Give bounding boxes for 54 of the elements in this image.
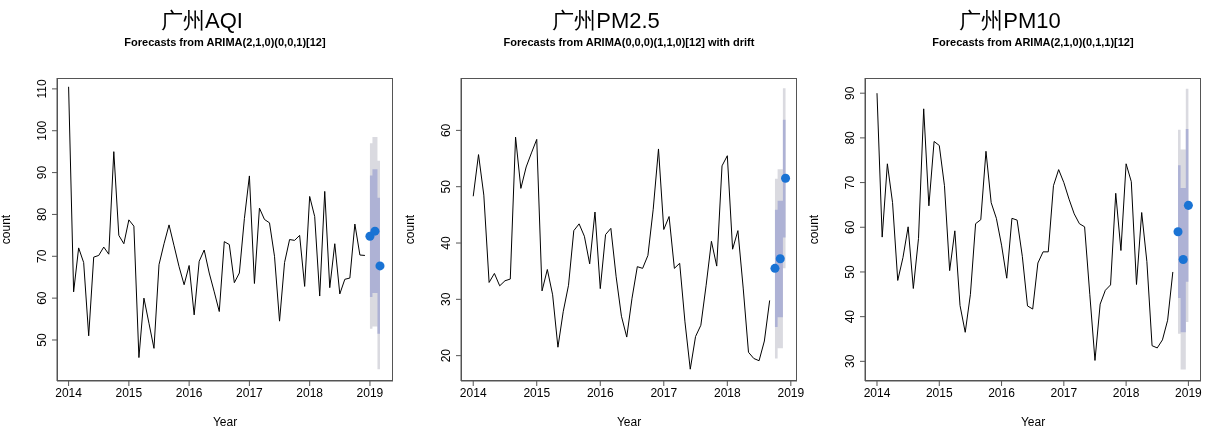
y-tick-label: 100 [35, 120, 49, 141]
y-tick-label: 80 [35, 207, 49, 222]
y-axis-title: count [0, 214, 14, 245]
x-tick-label: 2016 [988, 385, 1016, 400]
x-axis-title: Year [616, 415, 642, 428]
x-tick-label: 2014 [55, 385, 83, 400]
y-axis-title: count [403, 214, 418, 245]
line-series [472, 136, 771, 370]
y-tick-label: 20 [439, 348, 453, 363]
chart-subtitle: Forecasts from ARIMA(2,1,0)(0,0,1)[12] [123, 36, 327, 48]
chart-title: 广州AQI [160, 7, 244, 35]
x-tick-label: 2016 [175, 385, 203, 400]
line-series [68, 86, 366, 359]
y-tick-label: 70 [35, 249, 49, 263]
chart-title: 广州PM2.5 [551, 7, 661, 35]
y-tick-label: 50 [439, 179, 453, 194]
y-tick-label: 60 [439, 123, 453, 138]
x-tick-label: 2018 [713, 385, 741, 400]
x-axis-title: Year [212, 415, 238, 428]
y-tick-label: 30 [843, 354, 857, 369]
y-tick-label: 40 [439, 236, 453, 250]
point [370, 226, 380, 236]
y-tick-label: 70 [843, 175, 857, 190]
y-tick-label: 50 [843, 264, 857, 279]
x-tick-label: 2014 [863, 385, 891, 400]
x-tick-label: 2017 [236, 385, 264, 400]
y-tick-label: 30 [439, 292, 453, 307]
x-tick-label: 2019 [777, 385, 805, 400]
y-axis-title: count [807, 214, 822, 245]
x-tick-label: 2015 [523, 385, 551, 400]
x-tick-label: 2014 [459, 385, 487, 400]
point [375, 261, 385, 271]
y-tick-label: 60 [843, 220, 857, 234]
y-tick-label: 80 [843, 130, 857, 145]
y-tick-label: 110 [35, 78, 49, 99]
line-series [876, 92, 1174, 361]
x-tick-label: 2017 [650, 385, 678, 400]
x-tick-label: 2015 [115, 385, 143, 400]
x-tick-label: 2019 [356, 385, 384, 400]
x-tick-label: 2018 [296, 385, 324, 400]
y-tick-label: 90 [35, 165, 49, 180]
x-tick-label: 2016 [586, 385, 614, 400]
chart-title: 广州PM10 [958, 7, 1062, 35]
y-tick-label: 50 [35, 332, 49, 347]
x-tick-label: 2017 [1050, 385, 1078, 400]
y-tick-label: 60 [35, 291, 49, 305]
x-tick-label: 2019 [1175, 385, 1203, 400]
y-tick-label: 40 [843, 309, 857, 324]
x-axis-title: Year [1020, 415, 1046, 428]
chart-subtitle: Forecasts from ARIMA(0,0,0)(1,1,0)[12] with drift [502, 36, 756, 48]
y-tick-label: 90 [843, 86, 857, 100]
x-tick-label: 2015 [925, 385, 953, 400]
x-tick-label: 2018 [1112, 385, 1140, 400]
chart-subtitle: Forecasts from ARIMA(2,1,0)(0,1,1)[12] [931, 36, 1135, 48]
